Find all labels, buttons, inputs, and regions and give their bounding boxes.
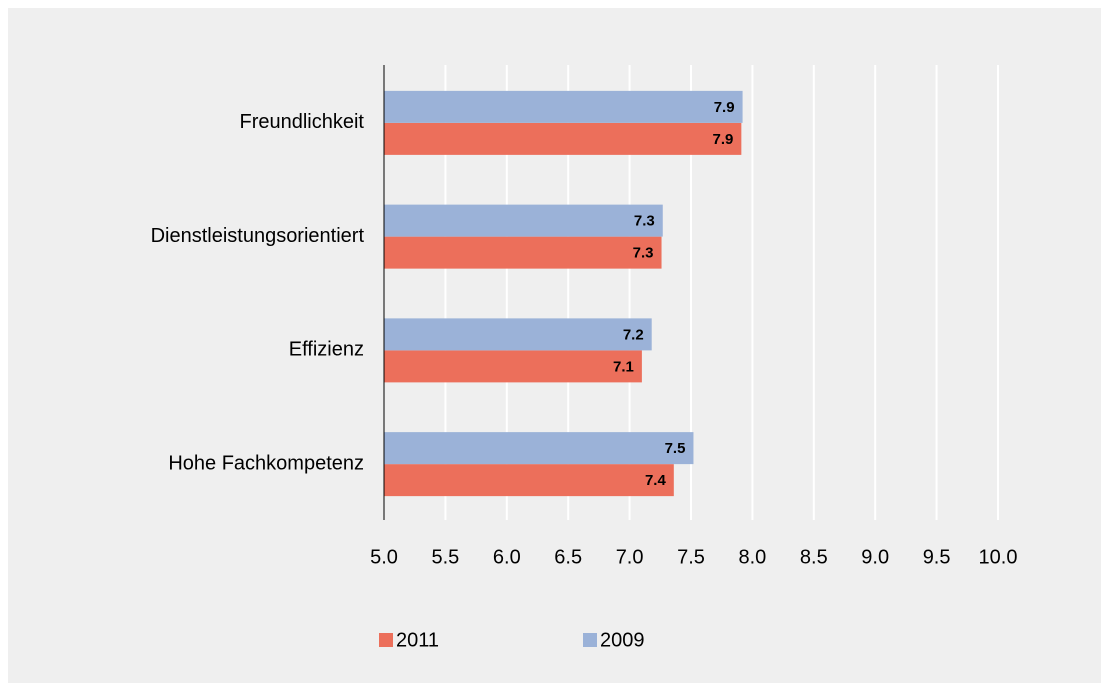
legend-label: 2009 bbox=[600, 629, 645, 651]
bar bbox=[384, 464, 674, 497]
y-tick-label: Freundlichkeit bbox=[239, 111, 364, 133]
legend-label: 2011 bbox=[396, 629, 439, 651]
x-tick-label: 8.5 bbox=[800, 546, 828, 568]
data-label: 7.3 bbox=[633, 245, 654, 262]
legend-swatch bbox=[583, 633, 597, 647]
bar bbox=[384, 318, 652, 351]
x-tick-label: 7.5 bbox=[677, 546, 705, 568]
data-label: 7.3 bbox=[634, 213, 655, 230]
data-label: 7.9 bbox=[712, 131, 733, 148]
data-label: 7.4 bbox=[645, 472, 667, 489]
x-tick-label: 10.0 bbox=[979, 546, 1018, 568]
bar bbox=[384, 432, 694, 465]
x-tick-label: 9.5 bbox=[923, 546, 951, 568]
x-tick-label: 5.0 bbox=[370, 546, 398, 568]
x-tick-label: 5.5 bbox=[431, 546, 459, 568]
x-tick-label: 9.0 bbox=[861, 546, 889, 568]
y-tick-label: Dienstleistungsorientiert bbox=[151, 225, 365, 247]
x-tick-label: 8.0 bbox=[738, 546, 766, 568]
x-tick-label: 6.0 bbox=[493, 546, 521, 568]
y-tick-label: Hohe Fachkompetenz bbox=[168, 452, 364, 474]
bar bbox=[384, 90, 743, 123]
data-label: 7.5 bbox=[665, 440, 686, 457]
data-label: 7.1 bbox=[613, 358, 634, 375]
bar bbox=[384, 122, 742, 155]
data-label: 7.2 bbox=[623, 326, 644, 343]
x-tick-label: 7.0 bbox=[616, 546, 644, 568]
data-label: 7.9 bbox=[714, 99, 735, 116]
bar bbox=[384, 350, 642, 383]
bar bbox=[384, 204, 663, 237]
y-tick-label: Effizienz bbox=[289, 339, 364, 361]
legend-swatch bbox=[379, 633, 393, 647]
bar bbox=[384, 236, 662, 269]
x-tick-label: 6.5 bbox=[554, 546, 582, 568]
